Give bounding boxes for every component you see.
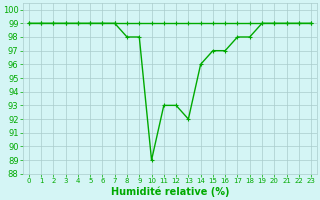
X-axis label: Humidité relative (%): Humidité relative (%): [111, 187, 229, 197]
